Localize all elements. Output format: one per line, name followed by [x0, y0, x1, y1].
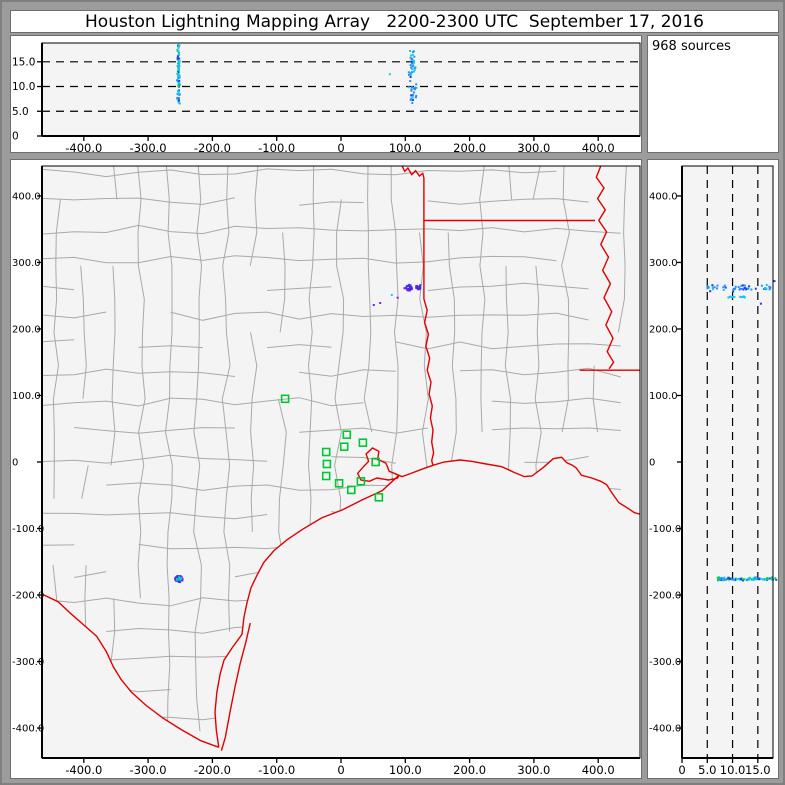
station-marker: [280, 394, 290, 404]
svg-text:10.0: 10.0: [720, 763, 746, 777]
svg-text:400.0: 400.0: [582, 763, 615, 777]
svg-text:300.0: 300.0: [12, 258, 41, 269]
red-river-tx-ok: [401, 166, 425, 179]
svg-text:300.0: 300.0: [517, 141, 550, 152]
alt-vs-northsouth-panel: 0 5.0 10.0 15.0 400.0 300.0 200.0 100.0 0 -100.0 -…: [647, 159, 779, 779]
svg-text:200.0: 200.0: [453, 141, 486, 152]
sources-count-box: 968 sources: [647, 35, 779, 153]
la-gulf-coast: [432, 456, 640, 515]
altitude-gridlines: [42, 61, 640, 112]
sabine-river: [423, 298, 435, 466]
alt-vs-northsouth-plot: 0 5.0 10.0 15.0 400.0 300.0 200.0 100.0 0 -100.0 -…: [649, 165, 778, 777]
svg-text:100.0: 100.0: [389, 763, 422, 777]
lightning-points: [706, 280, 778, 582]
gulf-of-mexico: [215, 457, 640, 758]
svg-text:-400.0: -400.0: [65, 141, 102, 152]
svg-text:15.0: 15.0: [745, 763, 771, 777]
svg-text:5.0: 5.0: [698, 763, 716, 777]
svg-text:0: 0: [337, 141, 344, 152]
svg-text:-400.0: -400.0: [649, 724, 681, 735]
station-marker: [371, 457, 381, 467]
mexico-mask: [42, 594, 219, 758]
station-marker: [374, 492, 384, 502]
water-mask: [42, 457, 640, 758]
station-marker: [356, 476, 366, 486]
tx-gulf-coast: [214, 447, 434, 748]
plot-content: [42, 166, 640, 758]
svg-text:5.0: 5.0: [12, 106, 29, 118]
svg-text:300.0: 300.0: [517, 763, 550, 777]
svg-text:-300.0: -300.0: [12, 657, 44, 668]
station-marker: [322, 459, 332, 469]
svg-text:200.0: 200.0: [453, 763, 486, 777]
station-marker: [334, 478, 344, 488]
svg-text:-300.0: -300.0: [649, 657, 681, 668]
svg-text:400.0: 400.0: [582, 141, 615, 152]
svg-text:-200.0: -200.0: [194, 763, 231, 777]
svg-text:100.0: 100.0: [389, 141, 422, 152]
station-marker: [339, 442, 349, 452]
x-axis-ticks: -400.0 -300.0 -200.0 -100.0 0 100.0 200.0 300.0…: [65, 758, 615, 777]
figure-title: Houston Lightning Mapping Array 2200-230…: [10, 10, 779, 33]
svg-text:400.0: 400.0: [12, 191, 41, 202]
svg-text:-200.0: -200.0: [12, 591, 44, 602]
x-axis-ticks: 0 5.0 10.0 15.0: [678, 758, 771, 777]
station-marker: [321, 447, 331, 457]
station-marker: [342, 430, 352, 440]
svg-text:-100.0: -100.0: [258, 141, 295, 152]
y-axis-ticks: 400.0 300.0 200.0 100.0 0 -100.0 -200.0 -300.0 -…: [12, 191, 44, 734]
plan-view-map-panel: -400.0 -300.0 -200.0 -100.0 0 100.0 200.0 300.0…: [10, 159, 642, 779]
y-axis-ticks: 400.0 300.0 200.0 100.0 0 -100.0 -200.0 -300.0 -…: [649, 191, 682, 735]
plot-content: [706, 166, 778, 758]
svg-text:0: 0: [337, 763, 344, 777]
svg-text:-200.0: -200.0: [649, 591, 681, 602]
lightning-points: [174, 283, 422, 584]
padre-island: [220, 622, 251, 751]
svg-text:-400.0: -400.0: [12, 724, 44, 735]
svg-text:100.0: 100.0: [649, 391, 678, 402]
svg-text:15.0: 15.0: [12, 56, 35, 68]
sources-count-label: 968 sources: [652, 39, 731, 54]
lma-stations: [280, 394, 384, 502]
state-borders: [42, 166, 640, 751]
svg-text:10.0: 10.0: [12, 81, 35, 93]
altitude-gridlines: [706, 166, 759, 758]
mississippi-river: [595, 166, 615, 370]
y-axis-ticks: 15.0 10.0 5.0 0: [12, 56, 42, 143]
plot-content: [42, 43, 640, 112]
alt-vs-eastwest-plot: -400.0 -300.0 -200.0 -100.0 0 100.0 200.0 300.0…: [12, 42, 641, 152]
svg-text:-300.0: -300.0: [130, 763, 167, 777]
svg-text:200.0: 200.0: [12, 324, 41, 335]
svg-text:-400.0: -400.0: [65, 763, 102, 777]
plan-view-map-plot: -400.0 -300.0 -200.0 -100.0 0 100.0 200.0 300.0…: [12, 165, 641, 777]
svg-text:200.0: 200.0: [649, 324, 678, 335]
svg-text:-100.0: -100.0: [12, 524, 44, 535]
svg-text:400.0: 400.0: [649, 191, 678, 202]
svg-text:0: 0: [649, 458, 655, 469]
lightning-points: [176, 43, 418, 105]
svg-text:0: 0: [12, 131, 19, 143]
svg-text:0: 0: [12, 458, 18, 469]
rio-grande: [42, 593, 220, 749]
x-axis-ticks: -400.0 -300.0 -200.0 -100.0 0 100.0 200.0 300.0…: [65, 136, 615, 152]
station-marker: [346, 485, 356, 495]
svg-text:100.0: 100.0: [12, 391, 41, 402]
svg-text:0: 0: [678, 763, 685, 777]
svg-text:-100.0: -100.0: [258, 763, 295, 777]
svg-text:-200.0: -200.0: [194, 141, 231, 152]
station-marker: [358, 438, 368, 448]
svg-text:300.0: 300.0: [649, 258, 678, 269]
station-marker: [321, 471, 331, 481]
alt-vs-eastwest-panel: -400.0 -300.0 -200.0 -100.0 0 100.0 200.0 300.0…: [10, 35, 642, 153]
svg-text:-100.0: -100.0: [649, 524, 681, 535]
svg-text:-300.0: -300.0: [130, 141, 167, 152]
